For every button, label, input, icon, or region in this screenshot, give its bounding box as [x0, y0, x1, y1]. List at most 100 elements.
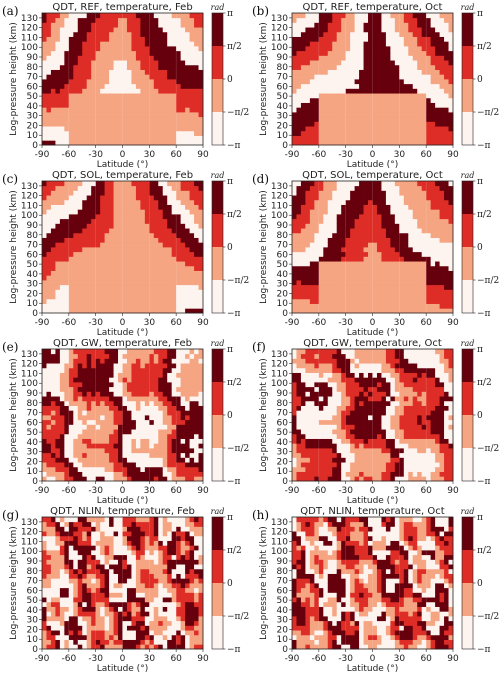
- heatmap-cell: [448, 17, 454, 23]
- heatmap-cell: [327, 130, 333, 136]
- heatmap-cell: [381, 289, 387, 295]
- heatmap-cell: [417, 280, 423, 286]
- x-tick-label: -90: [35, 318, 50, 328]
- heatmap-cell: [126, 79, 132, 85]
- heatmap-cell: [421, 195, 427, 201]
- heatmap-cell: [126, 112, 132, 118]
- heatmap-cell: [109, 429, 114, 435]
- heatmap-cell: [189, 181, 195, 187]
- heatmap-cell: [158, 93, 164, 99]
- heatmap-cell: [42, 60, 47, 66]
- heatmap-cell: [126, 69, 132, 75]
- heatmap-cell: [126, 185, 132, 191]
- heatmap-cell: [336, 41, 342, 47]
- heatmap-cell: [350, 195, 356, 201]
- heatmap-cell: [77, 102, 83, 108]
- heatmap-cell: [385, 280, 391, 286]
- heatmap-cell: [100, 382, 106, 388]
- heatmap-cell: [77, 303, 83, 309]
- heatmap-cell: [100, 218, 106, 224]
- heatmap-cell: [309, 284, 315, 290]
- heatmap-cell: [82, 382, 88, 388]
- heatmap-cell: [113, 289, 119, 295]
- heatmap-cell: [336, 214, 342, 220]
- heatmap-cell: [444, 195, 449, 201]
- heatmap-cell: [42, 405, 47, 411]
- heatmap-cell: [408, 195, 414, 201]
- heatmap-cell: [385, 27, 391, 33]
- heatmap-cell: [439, 228, 445, 234]
- heatmap-cell: [354, 237, 360, 243]
- heatmap-cell: [399, 223, 405, 229]
- heatmap-cell: [385, 298, 391, 304]
- heatmap-cell: [448, 121, 454, 127]
- heatmap-cell: [323, 50, 329, 56]
- heatmap-cell: [73, 298, 79, 304]
- y-tick-label: 50: [277, 260, 289, 270]
- heatmap-cell: [323, 265, 329, 271]
- heatmap-cell: [95, 466, 101, 472]
- heatmap-cell: [100, 228, 106, 234]
- heatmap-cell: [185, 60, 190, 66]
- heatmap-cell: [435, 308, 440, 314]
- heatmap-cell: [86, 438, 92, 444]
- heatmap-cell: [68, 429, 74, 435]
- heatmap-cell: [77, 405, 83, 411]
- heatmap-cell: [412, 88, 418, 94]
- heatmap-cell: [77, 185, 83, 191]
- heatmap-cell: [345, 74, 351, 80]
- heatmap-cell: [189, 140, 195, 146]
- heatmap-cell: [185, 261, 190, 267]
- heatmap-cell: [77, 140, 83, 146]
- heatmap-cell: [73, 60, 79, 66]
- heatmap-cell: [140, 284, 146, 290]
- heatmap-cell: [153, 265, 159, 271]
- y-tick-label: 10: [27, 299, 39, 309]
- heatmap-cell: [292, 298, 297, 304]
- heatmap-cell: [408, 50, 414, 56]
- heatmap-cell: [153, 289, 159, 295]
- heatmap-cell: [100, 396, 106, 402]
- y-tick-label: 70: [277, 241, 289, 251]
- heatmap-cell: [135, 83, 141, 89]
- heatmap-cell: [42, 116, 47, 122]
- heatmap-cell: [292, 121, 297, 127]
- heatmap-cell: [55, 396, 61, 402]
- heatmap-cell: [390, 232, 396, 238]
- heatmap-cell: [73, 275, 79, 281]
- heatmap-cell: [359, 209, 364, 215]
- heatmap-cell: [73, 64, 79, 70]
- heatmap-cell: [82, 275, 88, 281]
- heatmap-cell: [55, 50, 61, 56]
- heatmap-cell: [140, 462, 146, 468]
- heatmap-cell: [412, 107, 418, 113]
- heatmap-cell: [167, 69, 173, 75]
- heatmap-cell: [126, 204, 132, 210]
- heatmap-cell: [77, 88, 83, 94]
- heatmap-cell: [412, 27, 418, 33]
- heatmap-cell: [55, 275, 61, 281]
- heatmap-cell: [144, 228, 150, 234]
- heatmap-cell: [417, 185, 423, 191]
- heatmap-cell: [73, 116, 79, 122]
- heatmap-cell: [122, 367, 128, 373]
- heatmap-cell: [59, 232, 65, 238]
- heatmap-cell: [296, 121, 302, 127]
- heatmap-cell: [198, 13, 204, 19]
- heatmap-cell: [372, 22, 378, 28]
- heatmap-cell: [323, 93, 329, 99]
- heatmap-cell: [194, 218, 199, 224]
- heatmap-cell: [153, 130, 159, 136]
- heatmap-cell: [100, 247, 106, 253]
- heatmap-cell: [448, 214, 454, 220]
- heatmap-cell: [140, 429, 146, 435]
- heatmap-cell: [345, 130, 351, 136]
- heatmap-cell: [64, 116, 70, 122]
- y-tick-label: 0: [32, 141, 38, 151]
- heatmap-cell: [77, 41, 83, 47]
- heatmap-cell: [126, 237, 132, 243]
- colorbar-segment: [212, 181, 223, 214]
- heatmap-cell: [126, 476, 132, 482]
- heatmap-cell: [135, 452, 141, 458]
- heatmap-cell: [68, 457, 74, 463]
